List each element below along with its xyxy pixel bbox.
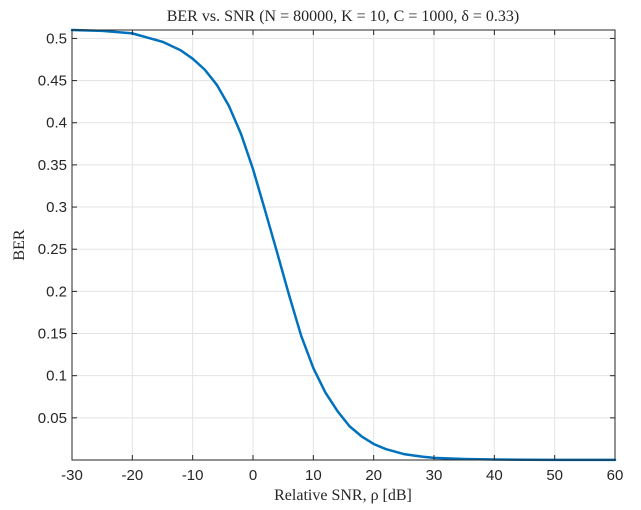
y-tick-label: 0.05 <box>38 410 67 427</box>
y-tick-label: 0.45 <box>38 73 67 90</box>
x-tick-label: -10 <box>182 467 204 484</box>
ber-series-line <box>70 28 617 462</box>
x-tick-label: 30 <box>426 467 443 484</box>
y-tick-label: 0.1 <box>46 368 67 385</box>
grid <box>72 30 615 460</box>
y-tick-label: 0.35 <box>38 157 67 174</box>
x-axis: -30 -20 -10 0 10 20 30 40 50 60 <box>61 30 623 484</box>
chart-title: BER vs. SNR (N = 80000, K = 10, C = 1000… <box>167 8 520 25</box>
x-tick-label: 20 <box>365 467 382 484</box>
x-tick-label: 10 <box>305 467 322 484</box>
plot-frame <box>71 29 616 461</box>
x-tick-label: 40 <box>486 467 503 484</box>
x-tick-label: 60 <box>607 467 624 484</box>
y-tick-label: 0.5 <box>46 30 67 47</box>
y-tick-label: 0.15 <box>38 326 67 343</box>
y-axis: 0.05 0.1 0.15 0.2 0.25 0.3 0.35 0.4 0.45 0.5 <box>38 30 615 427</box>
x-axis-label: Relative SNR, ρ [dB] <box>274 487 412 504</box>
x-tick-label: 50 <box>546 467 563 484</box>
series-layer <box>70 28 617 462</box>
x-tick-label: -30 <box>61 467 83 484</box>
x-tick-label: 0 <box>249 467 257 484</box>
y-tick-label: 0.4 <box>46 115 67 132</box>
y-tick-label: 0.2 <box>46 283 67 300</box>
y-axis-label: BER <box>11 229 28 260</box>
y-tick-label: 0.25 <box>38 241 67 258</box>
x-tick-label: -20 <box>121 467 143 484</box>
y-tick-label: 0.3 <box>46 199 67 216</box>
